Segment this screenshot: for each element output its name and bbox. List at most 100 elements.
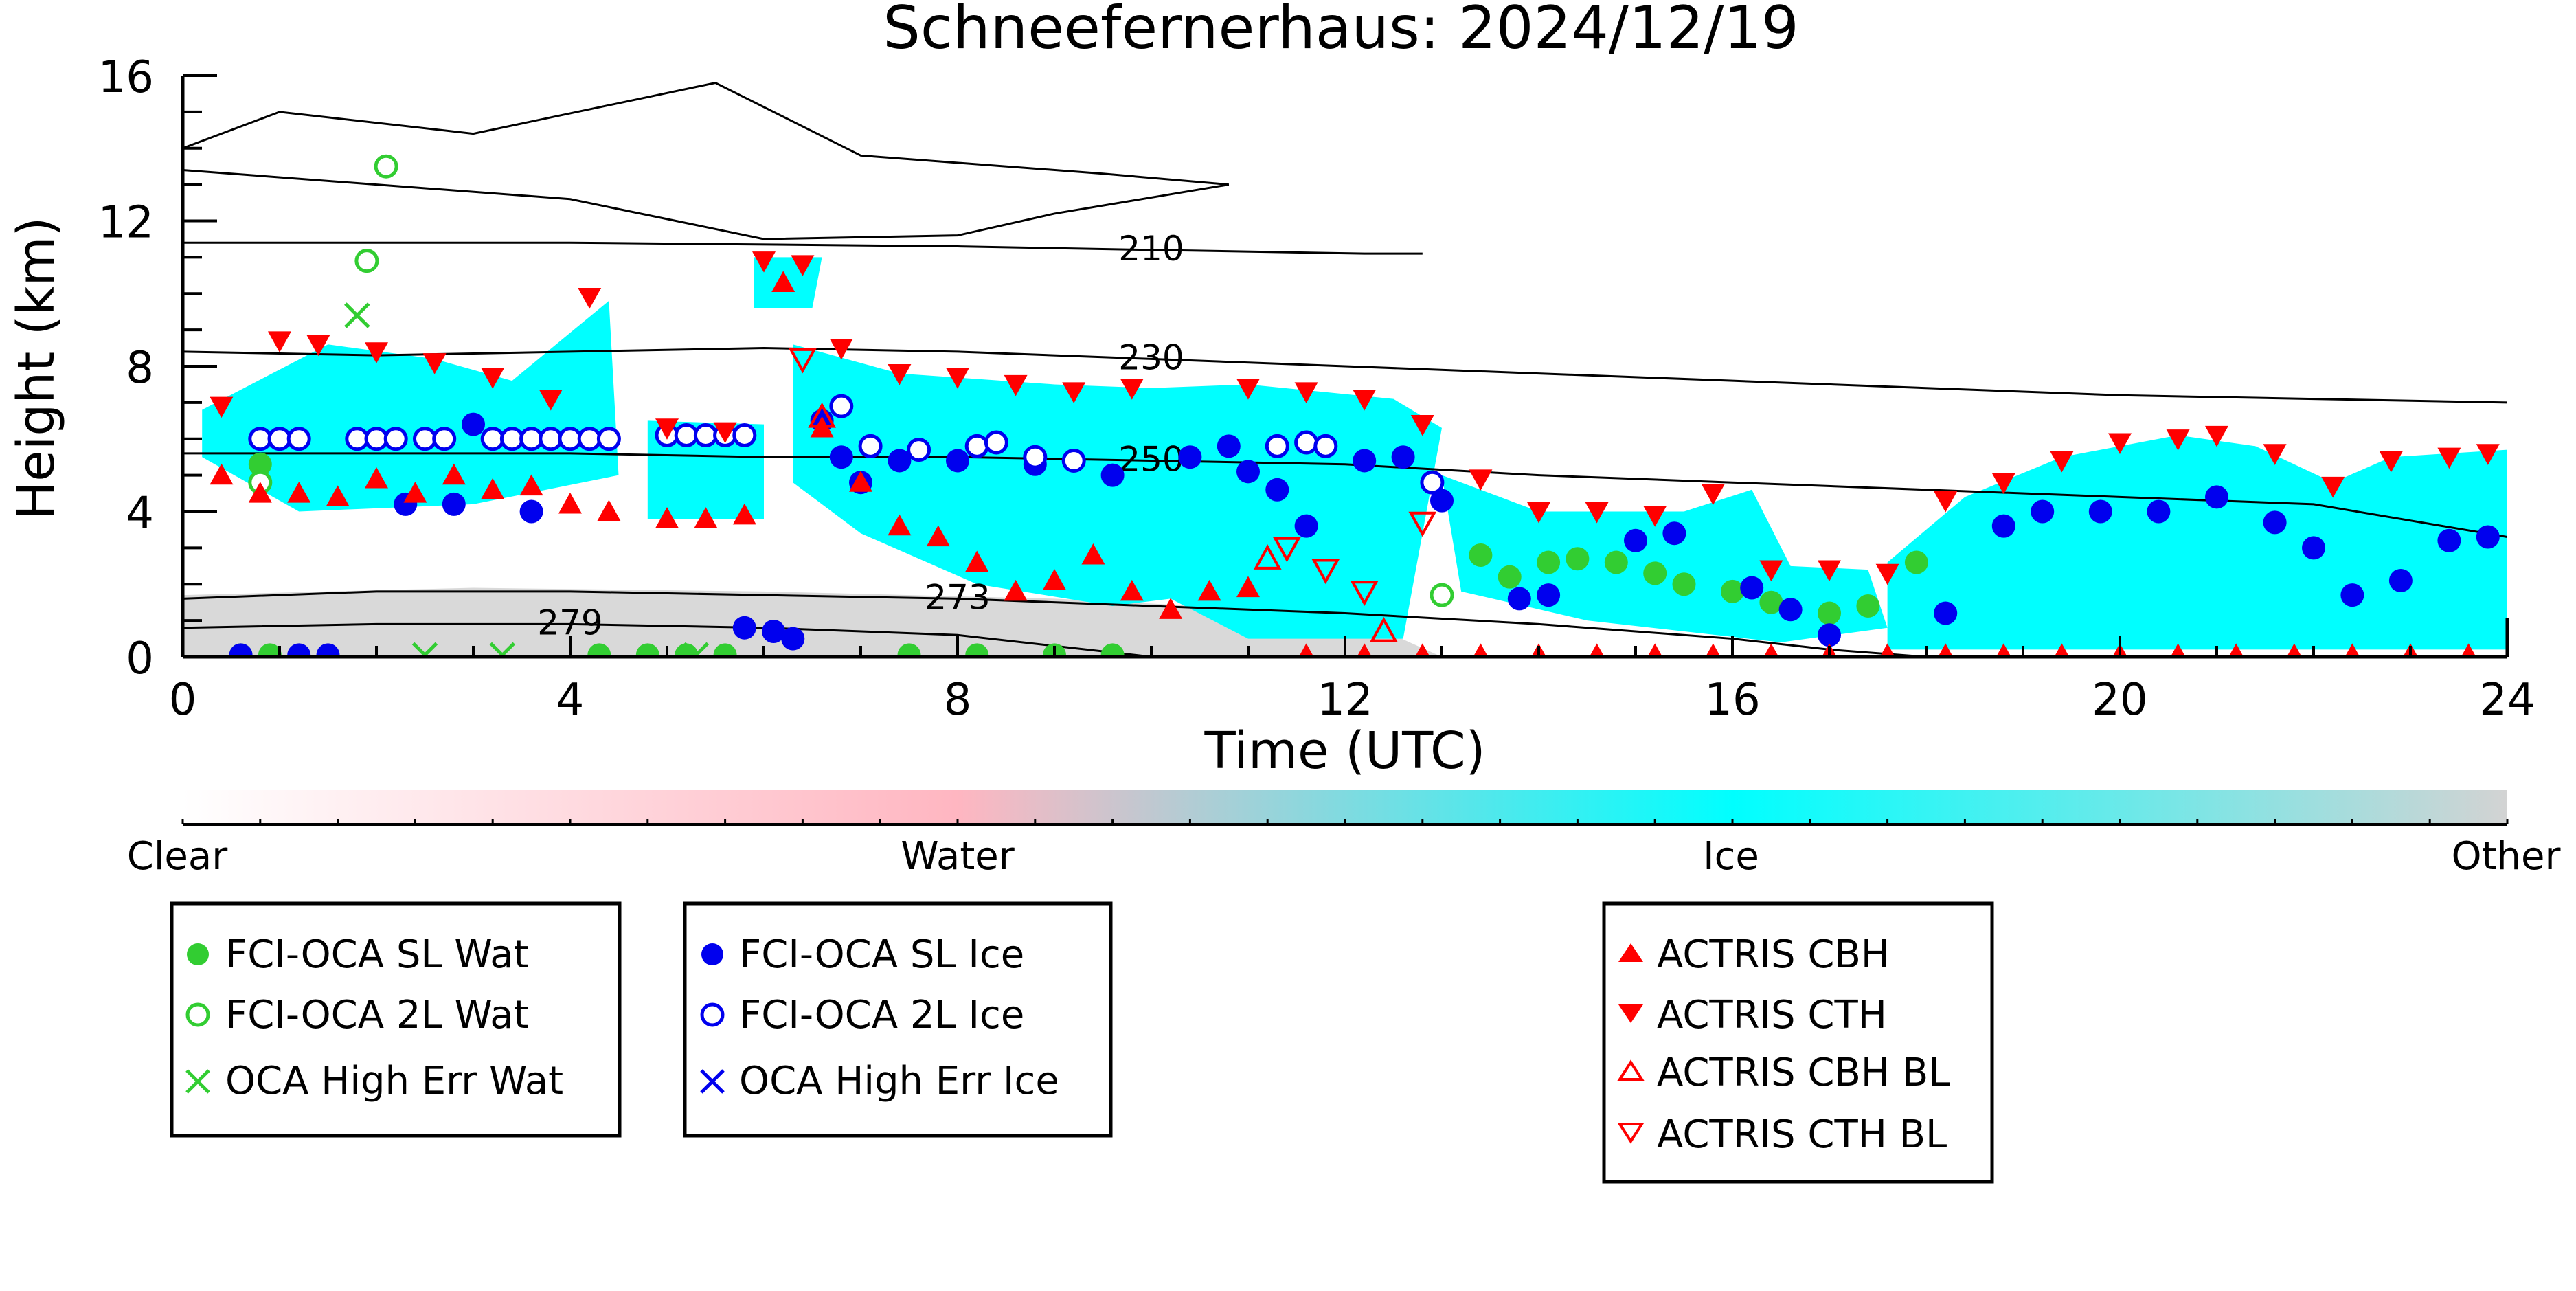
marker-fci-oca-sl-ice (316, 643, 340, 657)
marker-fci-oca-sl-wat (1759, 590, 1783, 614)
marker-fci-oca-2l-ice (267, 427, 292, 451)
marker-actris-cth (946, 368, 969, 389)
marker-oca-high-err-wat (683, 642, 710, 657)
chart-title: Schneefernerhaus: 2024/12/19 (883, 0, 1799, 63)
marker-fci-oca-2l-ice (286, 427, 311, 451)
marker-actris-cth-bl (1408, 511, 1437, 537)
marker-fci-oca-sl-ice (287, 643, 311, 657)
marker-actris-cth (422, 353, 447, 374)
marker-actris-cbh (1081, 543, 1105, 565)
marker-fci-oca-sl-wat (1498, 565, 1522, 589)
marker-actris-cbh (326, 485, 350, 506)
marker-fci-oca-sl-ice (1624, 528, 1647, 552)
marker-actris-cth (1062, 382, 1086, 404)
marker-oca-high-err-wat (411, 642, 438, 657)
marker-actris-cth (713, 422, 737, 444)
legend-errice-label: OCA High Err Ice (739, 1059, 1059, 1103)
y-tick-label: 0 (126, 633, 154, 684)
marker-actris-cth (1818, 560, 1841, 582)
marker-actris-cbh (655, 507, 679, 528)
marker-actris-cbh (1938, 643, 1954, 657)
marker-actris-cbh (1357, 643, 1372, 657)
marker-actris-cth (2437, 447, 2461, 469)
contour-label-279: 279 (537, 603, 602, 642)
marker-fci-oca-sl-ice (2147, 499, 2171, 524)
marker-fci-oca-2l-wat (354, 249, 379, 273)
marker-fci-oca-2l-ice (413, 427, 437, 451)
marker-actris-cbh (1043, 568, 1066, 590)
marker-fci-oca-2l-ice (1023, 445, 1048, 469)
marker-fci-oca-2l-ice (907, 438, 931, 462)
marker-fci-oca-sl-ice (829, 445, 853, 469)
marker-actris-cbh (1705, 643, 1721, 657)
marker-fci-oca-2l-ice (1294, 430, 1319, 455)
marker-actris-cth (306, 335, 330, 357)
marker-actris-cbh (597, 499, 621, 521)
marker-actris-cth (1934, 491, 1958, 513)
x-tick-label: 4 (556, 675, 585, 726)
marker-actris-cbh (558, 492, 582, 514)
marker-actris-cth (365, 342, 388, 363)
contour-label-250: 250 (1118, 439, 1184, 479)
marker-fci-oca-2l-ice (984, 430, 1008, 455)
marker-actris-cbh (926, 525, 950, 547)
marker-actris-cth (1469, 469, 1493, 491)
marker-fci-oca-sl-ice (1991, 514, 2015, 538)
marker-actris-cth (1585, 502, 1609, 524)
marker-fci-oca-2l-ice (364, 427, 389, 451)
marker-actris-cth (1759, 560, 1783, 582)
marker-fci-oca-sl-wat (1469, 543, 1493, 567)
marker-actris-cbh (1879, 643, 1895, 657)
contour-250 (183, 452, 2507, 538)
marker-oca-high-err-wat (489, 642, 516, 657)
marker-fci-oca-sl-ice (2302, 536, 2325, 560)
contour-label-273: 273 (925, 577, 990, 617)
legend-ice-frame (683, 901, 1113, 1138)
colorbar-label-other: Other (2451, 834, 2561, 879)
marker-fci-oca-sl-wat (965, 643, 989, 657)
cirrus-outline (183, 81, 1230, 240)
marker-actris-cth (1294, 382, 1318, 404)
marker-fci-oca-sl-ice (1217, 434, 1241, 458)
marker-actris-cth (791, 255, 815, 276)
marker-fci-oca-2l-ice (674, 423, 699, 447)
marker-actris-cth-bl (1273, 537, 1301, 563)
colorbar-ticks (181, 819, 2509, 824)
marker-actris-cbh (1763, 643, 1779, 657)
colorbar-label-ice: Ice (1703, 834, 1759, 879)
marker-fci-oca-2l-wat (374, 154, 398, 179)
marker-actris-cbh (210, 463, 234, 485)
marker-fci-oca-sl-wat (635, 643, 659, 657)
x-tick-label: 12 (1317, 675, 1372, 726)
marker-actris-cbh (1159, 598, 1183, 619)
legend-2lwat-marker (185, 1002, 210, 1027)
marker-actris-cbh (1473, 643, 1489, 657)
marker-actris-cth (1004, 374, 1028, 396)
marker-actris-cbh (1120, 579, 1144, 601)
marker-fci-oca-2l-ice (732, 423, 757, 447)
data-markers (210, 154, 2500, 657)
marker-fci-oca-2l-ice (1265, 434, 1289, 458)
marker-fci-oca-2l-ice (693, 423, 718, 447)
marker-fci-oca-sl-ice (2031, 499, 2055, 524)
marker-actris-cbh (732, 503, 756, 525)
marker-actris-cth (2166, 429, 2190, 451)
marker-actris-cth (2050, 451, 2074, 473)
marker-fci-oca-sl-wat (258, 643, 282, 657)
x-tick-label: 20 (2092, 675, 2147, 726)
marker-fci-oca-sl-ice (442, 492, 466, 516)
cloud-phase-field (183, 81, 2507, 657)
legend-cthbl-label: ACTRIS CTH BL (1657, 1112, 1947, 1157)
marker-actris-cth (888, 363, 912, 385)
contour-label-210: 210 (1118, 229, 1184, 269)
legend-cbhbl-marker (1617, 1059, 1645, 1081)
marker-actris-cbh (2228, 643, 2244, 657)
marker-actris-cth (2379, 451, 2403, 473)
marker-actris-cth (1875, 563, 1899, 585)
marker-fci-oca-2l-ice (596, 427, 621, 451)
marker-fci-oca-2l-ice (499, 427, 524, 451)
x-tick-label: 24 (2479, 675, 2535, 726)
marker-fci-oca-sl-ice (2088, 499, 2112, 524)
marker-fci-oca-2l-ice (345, 427, 370, 451)
